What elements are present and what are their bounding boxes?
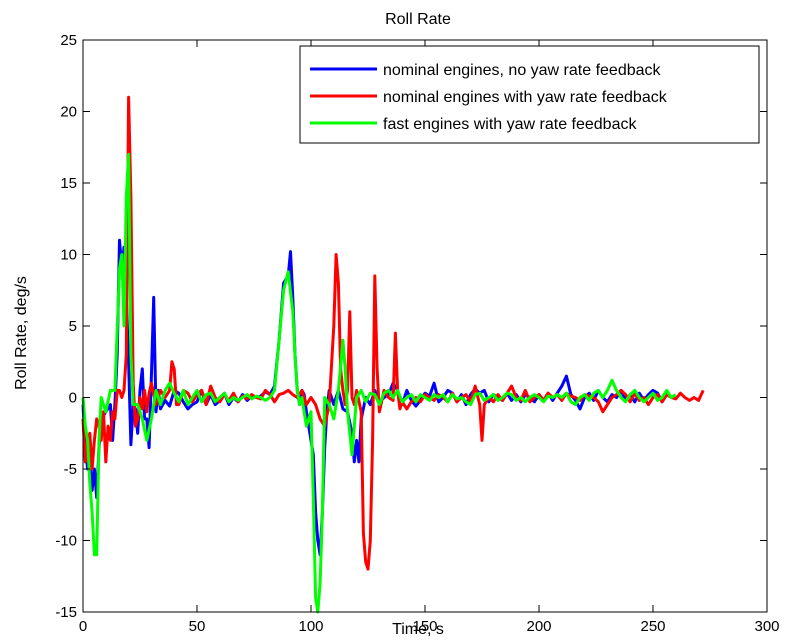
y-tick-label: 20 [60, 104, 77, 121]
x-tick-label: 100 [298, 618, 323, 635]
y-tick-label: -15 [55, 604, 77, 621]
legend: nominal engines, no yaw rate feedback nom… [299, 45, 760, 144]
legend-label-2: nominal engines with yaw rate feedback [383, 89, 668, 106]
series-layer [81, 95, 705, 614]
legend-label-3: fast engines with yaw rate feedback [383, 116, 637, 133]
y-axis-label: Roll Rate, deg/s [13, 276, 30, 390]
x-tick-label: 150 [412, 618, 437, 635]
x-axis-label: Time, s [392, 621, 444, 638]
legend-label-1: nominal engines, no yaw rate feedback [383, 62, 662, 79]
x-tick-label: 200 [526, 618, 551, 635]
x-tick-label: 250 [640, 618, 665, 635]
y-tick-label: -5 [64, 461, 77, 478]
y-tick-label: 5 [69, 318, 77, 335]
y-tick-label: 25 [60, 32, 77, 49]
series-line-3 [81, 152, 677, 614]
y-tick-label: -10 [55, 533, 77, 550]
y-tick-label: 10 [60, 247, 77, 264]
x-tick-label: 300 [754, 618, 779, 635]
x-tick-label: 0 [79, 618, 87, 635]
x-tick-label: 50 [189, 618, 206, 635]
y-tick-label: 15 [60, 175, 77, 192]
y-tick-label: 0 [69, 390, 77, 407]
chart-title: Roll Rate [385, 11, 451, 28]
plot-frame [82, 39, 768, 613]
